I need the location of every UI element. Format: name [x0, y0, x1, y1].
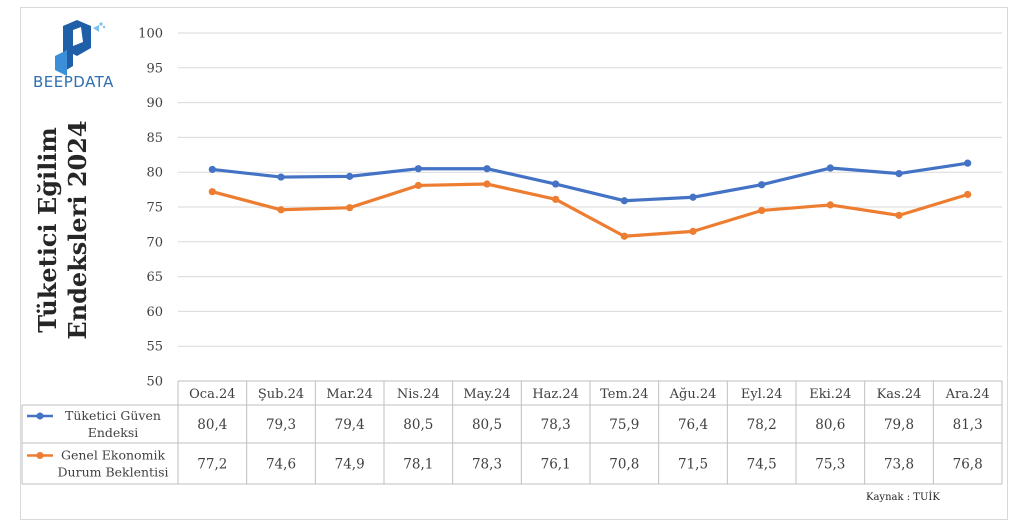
table-value: 79,8	[884, 417, 914, 433]
table-value: 78,2	[747, 417, 777, 433]
legend-key-marker	[36, 412, 44, 420]
x-tick-label: Nis.24	[397, 387, 440, 402]
data-point	[483, 180, 491, 188]
source-note: Kaynak : TUİK	[866, 492, 940, 503]
table-value: 79,4	[335, 417, 365, 433]
x-tick-label: Eyl.24	[741, 387, 783, 402]
x-tick-label: Ara.24	[945, 387, 990, 402]
y-tick-label: 65	[146, 270, 163, 285]
data-point	[758, 181, 766, 189]
table-value: 74,6	[266, 457, 296, 473]
y-tick-label: 80	[146, 166, 163, 181]
data-point	[826, 201, 834, 209]
legend-label-line: Genel Ekonomik	[61, 448, 165, 463]
legend-label-line: Endeksi	[88, 425, 139, 440]
table-value: 71,5	[678, 457, 708, 473]
series-line-1	[210, 161, 970, 203]
data-point	[346, 172, 354, 180]
chart-frame	[20, 7, 1008, 520]
table-value: 75,9	[609, 417, 639, 433]
data-point	[895, 211, 903, 219]
data-point	[964, 159, 972, 167]
data-point	[277, 173, 285, 181]
data-point	[346, 204, 354, 212]
y-tick-label: 50	[146, 375, 163, 390]
table-value: 75,3	[815, 457, 845, 473]
table-value: 81,3	[953, 417, 983, 433]
table-value: 74,5	[747, 457, 777, 473]
x-tick-label: Şub.24	[258, 387, 304, 402]
data-point	[208, 165, 216, 174]
table-value: 80,4	[197, 417, 227, 433]
x-tick-label: Ağu.24	[669, 387, 717, 402]
table-value: 74,9	[335, 457, 365, 473]
data-point	[964, 190, 972, 199]
data-point	[689, 227, 697, 235]
data-point	[758, 206, 766, 215]
x-tick-label: May.24	[463, 387, 510, 402]
data-point	[208, 188, 216, 196]
data-point	[620, 197, 628, 205]
data-point	[414, 181, 422, 190]
data-point	[483, 165, 491, 173]
y-tick-label: 85	[146, 131, 163, 146]
table-value: 76,1	[541, 457, 571, 473]
data-point	[277, 206, 285, 214]
table-value: 73,8	[884, 457, 914, 473]
x-tick-label: Mar.24	[326, 387, 373, 402]
table-value: 80,5	[472, 417, 502, 433]
legend-label-line: Tüketici Güven	[65, 408, 161, 423]
series-line-2	[210, 182, 970, 238]
x-tick-label: Tem.24	[600, 387, 648, 402]
table-value: 76,8	[953, 457, 983, 473]
x-tick-label: Haz.24	[532, 387, 579, 402]
data-point	[689, 193, 697, 201]
table-value: 78,3	[472, 457, 502, 473]
data-point	[826, 164, 834, 172]
table-value: 80,5	[403, 417, 433, 433]
table-value: 70,8	[609, 457, 639, 473]
table-value: 80,6	[815, 417, 845, 433]
table-value: 79,3	[266, 417, 296, 433]
table-value: 76,4	[678, 417, 708, 433]
table-value: 78,1	[403, 457, 433, 473]
table-value: 78,3	[541, 417, 571, 433]
data-point	[895, 169, 903, 178]
y-tick-label: 100	[138, 27, 163, 42]
beepdata-logo-icon	[55, 20, 106, 76]
x-tick-label: Kas.24	[877, 387, 922, 402]
y-tick-label: 70	[146, 235, 163, 250]
y-tick-label: 55	[146, 340, 163, 355]
x-tick-label: Eki.24	[809, 387, 851, 402]
data-point	[414, 165, 422, 173]
legend-key-marker	[36, 452, 44, 459]
y-tick-label: 95	[146, 61, 163, 76]
y-tick-label: 90	[146, 96, 163, 111]
data-point	[620, 232, 628, 240]
brand-name: BEEPDATA	[33, 73, 114, 91]
data-point	[552, 180, 560, 188]
table-value: 77,2	[197, 457, 227, 473]
data-point	[552, 195, 560, 203]
y-tick-label: 60	[146, 305, 163, 320]
legend-label-line: Durum Beklentisi	[58, 465, 169, 480]
y-tick-label: 75	[146, 201, 163, 216]
x-tick-label: Oca.24	[189, 387, 235, 402]
